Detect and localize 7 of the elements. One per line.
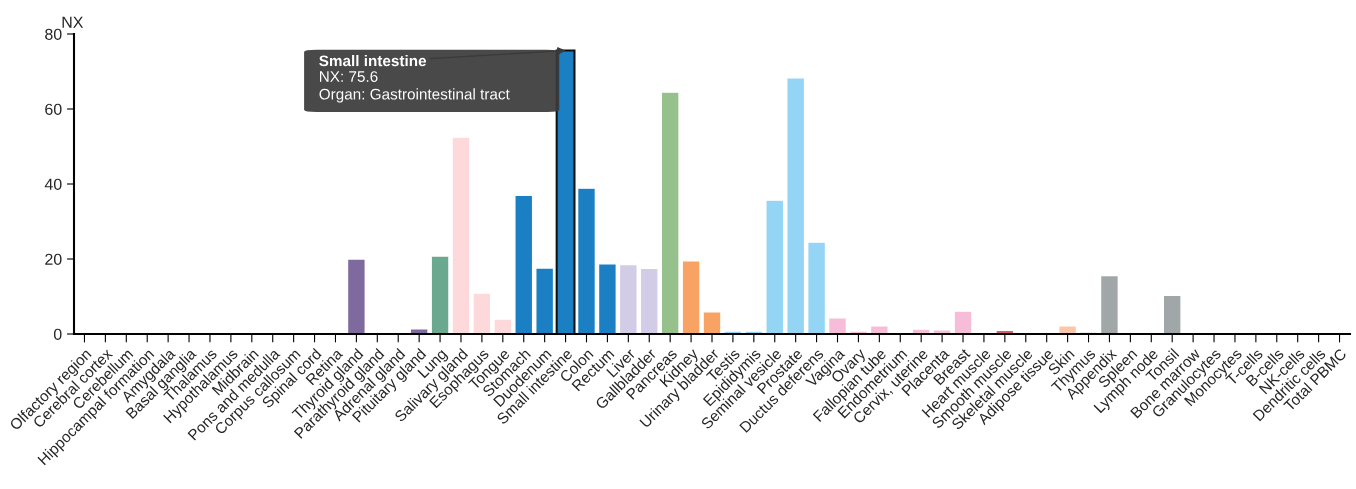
y-tick-label: 60 [45, 103, 62, 115]
y-tick-label: 0 [53, 328, 62, 340]
y-tick-label: 20 [45, 253, 62, 265]
y-tick-label: 40 [44, 178, 62, 190]
y-tick-label: 80 [45, 28, 62, 40]
annotation: Small intestine NX: 75.6 Organ: Gastrointestinal tract [319, 55, 510, 103]
y-axis-title: NX [62, 16, 84, 28]
